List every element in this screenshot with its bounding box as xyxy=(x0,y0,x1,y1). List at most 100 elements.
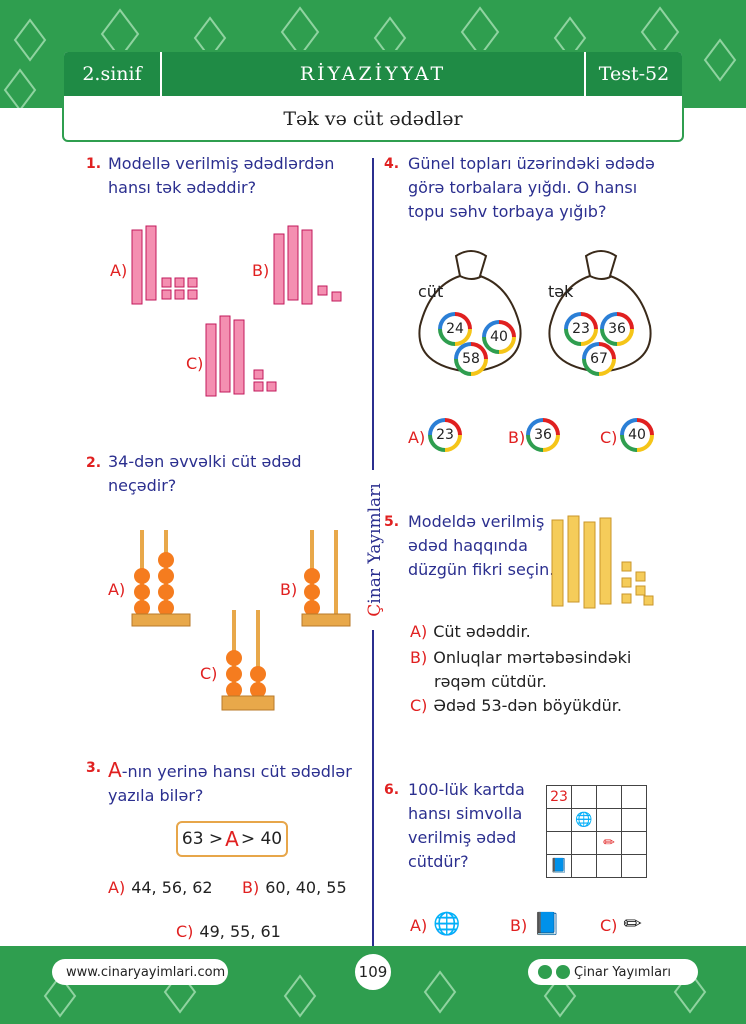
q1-option-c-letter: C) xyxy=(186,354,204,373)
ball-value: 58 xyxy=(458,346,484,372)
q6-number: 6. xyxy=(384,782,400,798)
q1-model-b-blocks xyxy=(273,225,342,305)
q5-option-c[interactable]: C) Ədəd 53-dən böyükdür. xyxy=(410,696,622,715)
ball-icon: 24 xyxy=(438,312,472,346)
q6-option-c[interactable]: C) ✏ xyxy=(600,912,642,937)
q4-option-a-value: 23 xyxy=(432,422,458,448)
q6-option-c-letter: C) xyxy=(600,916,618,935)
q6-option-a-letter: A) xyxy=(410,916,428,935)
q4-option-b[interactable]: B) xyxy=(508,428,531,447)
q2-option-a-letter: A) xyxy=(108,580,126,599)
pencil-icon: ✏ xyxy=(596,831,622,855)
q3-text: A-nın yerinə hansı cüt ədədlər yazıla bi… xyxy=(108,758,352,808)
topic-title: Tək və cüt ədədlər xyxy=(283,108,463,130)
bag-odd-label: tək xyxy=(548,282,574,301)
social-brand[interactable]: Çinar Yayımları xyxy=(528,959,698,985)
q3-ineq-left: 63 > xyxy=(181,829,224,849)
side-brand-initial: Ç xyxy=(365,603,385,617)
q6-line1: 100-lük kartda xyxy=(408,780,525,799)
ball-value: 40 xyxy=(486,324,512,350)
q2-number: 2. xyxy=(86,455,102,471)
ball-value: 36 xyxy=(604,316,630,342)
q5-line1: Modeldə verilmiş xyxy=(408,512,545,531)
ball-value: 24 xyxy=(442,316,468,342)
q1-option-c[interactable]: C) xyxy=(186,354,209,373)
grade-label: 2.sinif xyxy=(64,52,162,96)
ball-value: 23 xyxy=(568,316,594,342)
q2-option-b-letter: B) xyxy=(280,580,298,599)
q6-text: 100-lük kartda hansı simvolla verilmiş ə… xyxy=(408,778,525,874)
q2-line2: neçədir? xyxy=(108,476,177,495)
q3-ineq-a: A xyxy=(225,827,239,851)
q4-number: 4. xyxy=(384,156,400,172)
q1-option-b-letter: B) xyxy=(252,261,270,280)
ball-icon: 23 xyxy=(428,418,462,452)
q4-option-b-letter: B) xyxy=(508,428,526,447)
header-bar: 2.sinif RİYAZİYYAT Test-52 xyxy=(64,52,682,96)
q5-option-b-value-2: rəqəm cütdür. xyxy=(434,672,547,691)
q1-line1: Modellə verilmiş ədədlərdən xyxy=(108,154,335,173)
q6-option-b[interactable]: B) 📘 xyxy=(510,912,561,937)
q2-line1: 34-dən əvvəlki cüt ədəd xyxy=(108,452,302,471)
q4-option-a[interactable]: A) xyxy=(408,428,431,447)
q4-option-c[interactable]: C) xyxy=(600,428,623,447)
q2-option-b[interactable]: B) xyxy=(280,580,303,599)
q5-line3: düzgün fikri seçin. xyxy=(408,560,555,579)
q1-model-c-blocks xyxy=(205,315,277,397)
q5-number: 5. xyxy=(384,514,400,530)
q1-option-a-letter: A) xyxy=(110,261,128,280)
book-icon: 📘 xyxy=(546,854,572,878)
ball-icon: 36 xyxy=(526,418,560,452)
q3-option-c-value: 49, 55, 61 xyxy=(199,922,281,941)
page-number: 109 xyxy=(353,952,393,992)
q1-option-a[interactable]: A) xyxy=(110,261,133,280)
q3-option-b-value: 60, 40, 55 xyxy=(265,878,347,897)
q3-option-c-letter: C) xyxy=(176,922,194,941)
q3-option-c[interactable]: C) 49, 55, 61 xyxy=(176,922,281,941)
q5-option-b-letter: B) xyxy=(410,648,428,667)
q2-option-a[interactable]: A) xyxy=(108,580,131,599)
q1-number: 1. xyxy=(86,156,102,172)
ball-icon: 58 xyxy=(454,342,488,376)
divider-gap xyxy=(362,470,386,630)
q2-abacus-a xyxy=(131,530,191,627)
ball-icon: 23 xyxy=(564,312,598,346)
website-link[interactable]: www.cinaryayimlari.com xyxy=(52,959,228,985)
q2-option-c-letter: C) xyxy=(200,664,218,683)
side-brand: Çinar Yayımları xyxy=(365,420,389,680)
q4-line3: topu səhv torbaya yığıb? xyxy=(408,202,607,221)
q4-option-b-value: 36 xyxy=(530,422,556,448)
q2-option-c[interactable]: C) xyxy=(200,664,223,683)
q6-option-b-letter: B) xyxy=(510,916,528,935)
q5-option-a[interactable]: A) Cüt ədəddir. xyxy=(410,622,531,641)
q6-line3: verilmiş ədəd xyxy=(408,828,517,847)
q2-text: 34-dən əvvəlki cüt ədəd neçədir? xyxy=(108,450,302,498)
q5-line2: ədəd haqqında xyxy=(408,536,528,555)
q6-option-a[interactable]: A) 🌐 xyxy=(410,912,461,937)
q3-option-a-letter: A) xyxy=(108,878,126,897)
grid-cell-first: 23 xyxy=(546,785,572,809)
q1-option-b[interactable]: B) xyxy=(252,261,275,280)
q3-letter-a: A xyxy=(108,758,122,782)
q1-text: Modellə verilmiş ədədlərdən hansı tək əd… xyxy=(108,152,334,200)
q3-inequality-box: 63 > A > 40 xyxy=(176,821,288,857)
q5-option-b-value: Onluqlar mərtəbəsindəki xyxy=(433,648,632,667)
test-header: 2.sinif RİYAZİYYAT Test-52 Tək və cüt əd… xyxy=(62,50,684,142)
subject-title: RİYAZİYYAT xyxy=(299,63,447,85)
q3-option-b[interactable]: B) 60, 40, 55 xyxy=(242,878,347,897)
q4-line2: görə torbalara yığdı. O hansı xyxy=(408,178,638,197)
ball-icon: 40 xyxy=(482,320,516,354)
q3-option-b-letter: B) xyxy=(242,878,260,897)
q3-option-a[interactable]: A) 44, 56, 62 xyxy=(108,878,213,897)
q1-model-a-blocks xyxy=(131,225,198,305)
q5-option-b[interactable]: B) Onluqlar mərtəbəsindəki xyxy=(410,648,631,667)
ball-icon: 36 xyxy=(600,312,634,346)
globe-icon: 🌐 xyxy=(571,808,597,832)
q5-option-a-letter: A) xyxy=(410,622,428,641)
q2-abacus-b xyxy=(301,530,351,627)
q1-line2: hansı tək ədəddir? xyxy=(108,178,257,197)
q2-abacus-c xyxy=(221,610,275,711)
q3-line2: yazıla bilər? xyxy=(108,786,204,805)
test-number: Test-52 xyxy=(584,52,682,96)
ball-value: 67 xyxy=(586,346,612,372)
